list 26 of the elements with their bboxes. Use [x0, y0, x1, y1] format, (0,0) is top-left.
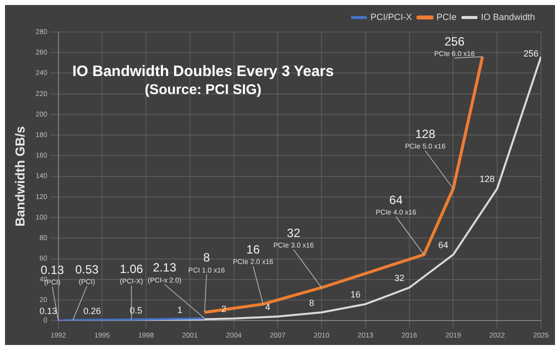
data-label: 2.13: [152, 260, 177, 275]
data-label: 4: [265, 302, 270, 312]
text: (Source: PCI SIG): [144, 80, 262, 97]
legend-label: PCI/PCI-X: [370, 12, 412, 22]
data-label: 128: [480, 174, 495, 184]
data-label: 1: [177, 305, 182, 316]
data-label: 64: [438, 240, 448, 250]
data-label: 256: [444, 34, 465, 48]
legend-label: IO Bandwidth: [480, 12, 535, 22]
data-label: 16: [350, 290, 360, 300]
data-label: 32: [394, 273, 404, 284]
data-label: 8: [203, 250, 210, 265]
y-axis-title: Bandwidth GB/s: [12, 126, 28, 226]
data-label: 8: [309, 298, 314, 308]
data-label: 0.26: [83, 306, 101, 316]
data-label: 0.13: [40, 306, 58, 316]
data-label: 0.53: [75, 262, 99, 276]
data-label: 32: [286, 226, 301, 240]
data-label: 64: [389, 192, 403, 207]
data-label: 128: [415, 126, 436, 141]
data-label: 256: [523, 48, 539, 58]
legend-label: PCIe: [436, 12, 456, 22]
data-label: 16: [246, 242, 260, 256]
data-label: 0.13: [40, 262, 64, 277]
text: IO Bandwidth Doubles Every 3 Years: [72, 63, 334, 80]
data-label: 1.06: [120, 262, 144, 276]
